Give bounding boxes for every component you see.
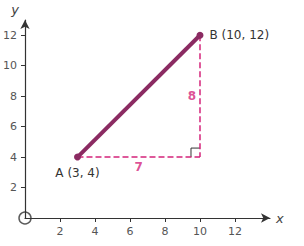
svg-text:B (10, 12): B (10, 12) [209,28,269,42]
svg-text:y: y [10,2,19,17]
svg-text:8: 8 [10,90,17,103]
svg-text:12: 12 [3,29,17,42]
svg-text:10: 10 [3,59,17,72]
svg-text:2: 2 [10,181,17,194]
svg-text:x: x [275,211,284,226]
svg-text:8: 8 [161,225,168,238]
svg-text:8: 8 [188,89,196,103]
svg-text:12: 12 [228,225,242,238]
svg-text:6: 6 [126,225,133,238]
svg-text:7: 7 [135,160,143,174]
svg-text:4: 4 [10,151,17,164]
svg-text:10: 10 [193,225,207,238]
svg-text:A (3, 4): A (3, 4) [55,166,99,180]
svg-text:2: 2 [56,225,63,238]
svg-text:6: 6 [10,120,17,133]
svg-text:4: 4 [91,225,98,238]
